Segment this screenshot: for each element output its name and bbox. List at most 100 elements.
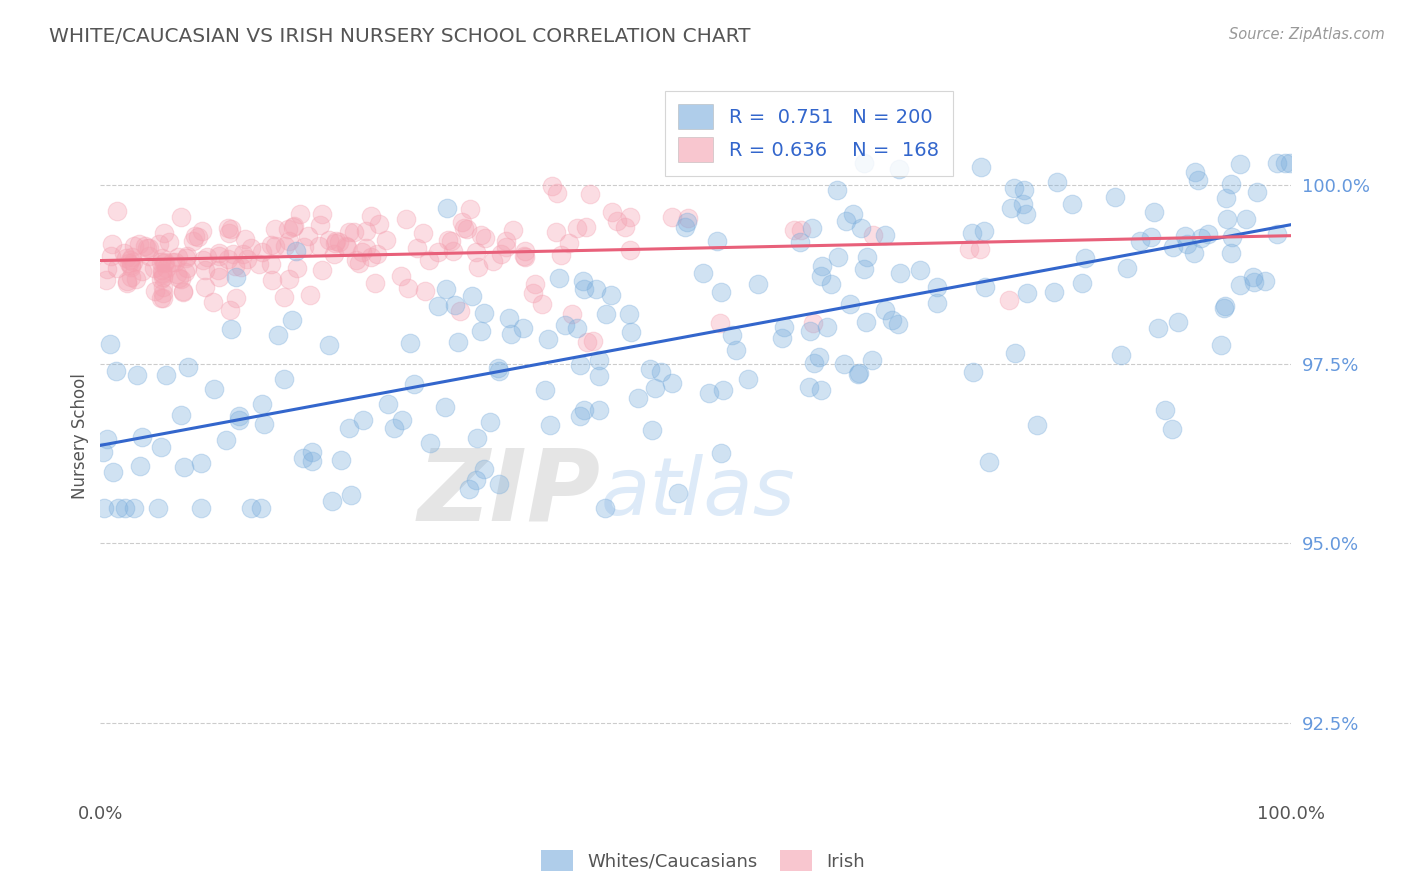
Point bbox=[207, 263, 229, 277]
Point bbox=[93, 500, 115, 515]
Point bbox=[128, 237, 150, 252]
Text: Source: ZipAtlas.com: Source: ZipAtlas.com bbox=[1229, 27, 1385, 42]
Text: atlas: atlas bbox=[600, 454, 794, 533]
Point bbox=[208, 246, 231, 260]
Point bbox=[150, 252, 173, 266]
Point bbox=[318, 337, 340, 351]
Point bbox=[264, 222, 287, 236]
Point bbox=[817, 320, 839, 334]
Point bbox=[250, 397, 273, 411]
Point bbox=[710, 285, 733, 299]
Point bbox=[318, 234, 340, 248]
Point bbox=[264, 239, 287, 253]
Point bbox=[174, 251, 197, 265]
Legend: R =  0.751   N = 200, R = 0.636    N =  168: R = 0.751 N = 200, R = 0.636 N = 168 bbox=[665, 91, 952, 176]
Point bbox=[163, 255, 186, 269]
Point bbox=[364, 276, 387, 290]
Point bbox=[290, 207, 312, 221]
Point bbox=[889, 266, 911, 280]
Point bbox=[470, 228, 492, 243]
Point bbox=[360, 209, 382, 223]
Point bbox=[1229, 157, 1251, 171]
Point bbox=[1187, 173, 1209, 187]
Point bbox=[1014, 183, 1036, 197]
Point bbox=[105, 260, 128, 275]
Point bbox=[1220, 246, 1243, 260]
Point bbox=[138, 242, 160, 256]
Point bbox=[676, 211, 699, 225]
Point bbox=[1116, 260, 1139, 275]
Point bbox=[495, 240, 517, 254]
Point bbox=[593, 500, 616, 515]
Point bbox=[887, 161, 910, 176]
Point bbox=[599, 288, 621, 302]
Point bbox=[1042, 285, 1064, 299]
Point bbox=[426, 244, 449, 259]
Point bbox=[1220, 229, 1243, 244]
Point bbox=[957, 242, 980, 256]
Point bbox=[350, 245, 373, 260]
Point bbox=[1167, 315, 1189, 329]
Point bbox=[998, 293, 1021, 307]
Point bbox=[184, 229, 207, 244]
Point bbox=[488, 364, 510, 378]
Point bbox=[927, 280, 949, 294]
Point bbox=[202, 382, 225, 396]
Point bbox=[620, 326, 643, 340]
Point bbox=[973, 224, 995, 238]
Point bbox=[208, 270, 231, 285]
Point bbox=[495, 234, 517, 248]
Point bbox=[472, 462, 495, 476]
Point bbox=[267, 328, 290, 343]
Point bbox=[101, 466, 124, 480]
Point bbox=[853, 156, 876, 170]
Point bbox=[375, 233, 398, 247]
Point bbox=[1174, 228, 1197, 243]
Point bbox=[862, 227, 884, 242]
Point bbox=[125, 272, 148, 286]
Point bbox=[666, 486, 689, 500]
Point bbox=[396, 281, 419, 295]
Point bbox=[1215, 191, 1237, 205]
Point bbox=[330, 453, 353, 467]
Point bbox=[1026, 418, 1049, 433]
Point bbox=[499, 327, 522, 342]
Point bbox=[91, 445, 114, 459]
Point bbox=[489, 247, 512, 261]
Point bbox=[1002, 180, 1025, 194]
Point bbox=[579, 186, 602, 201]
Point bbox=[308, 239, 330, 253]
Point bbox=[172, 285, 194, 300]
Point bbox=[152, 269, 174, 284]
Point bbox=[1189, 230, 1212, 244]
Point bbox=[150, 440, 173, 454]
Point bbox=[1140, 230, 1163, 244]
Point bbox=[800, 220, 823, 235]
Point bbox=[699, 385, 721, 400]
Point bbox=[283, 219, 305, 233]
Point bbox=[974, 280, 997, 294]
Point bbox=[537, 332, 560, 346]
Point bbox=[849, 221, 872, 235]
Point bbox=[157, 235, 180, 249]
Point bbox=[121, 251, 143, 265]
Point bbox=[219, 303, 242, 318]
Point bbox=[262, 273, 284, 287]
Point bbox=[875, 227, 897, 242]
Point bbox=[1073, 252, 1095, 266]
Point bbox=[512, 321, 534, 335]
Point bbox=[790, 223, 813, 237]
Point bbox=[297, 228, 319, 243]
Point bbox=[1129, 235, 1152, 249]
Point bbox=[138, 249, 160, 263]
Point bbox=[595, 306, 617, 320]
Point bbox=[561, 307, 583, 321]
Point bbox=[150, 266, 173, 280]
Point bbox=[118, 256, 141, 270]
Point bbox=[710, 445, 733, 459]
Point bbox=[434, 281, 457, 295]
Point bbox=[848, 366, 870, 380]
Point bbox=[190, 500, 212, 515]
Point bbox=[299, 287, 322, 301]
Point bbox=[434, 401, 457, 415]
